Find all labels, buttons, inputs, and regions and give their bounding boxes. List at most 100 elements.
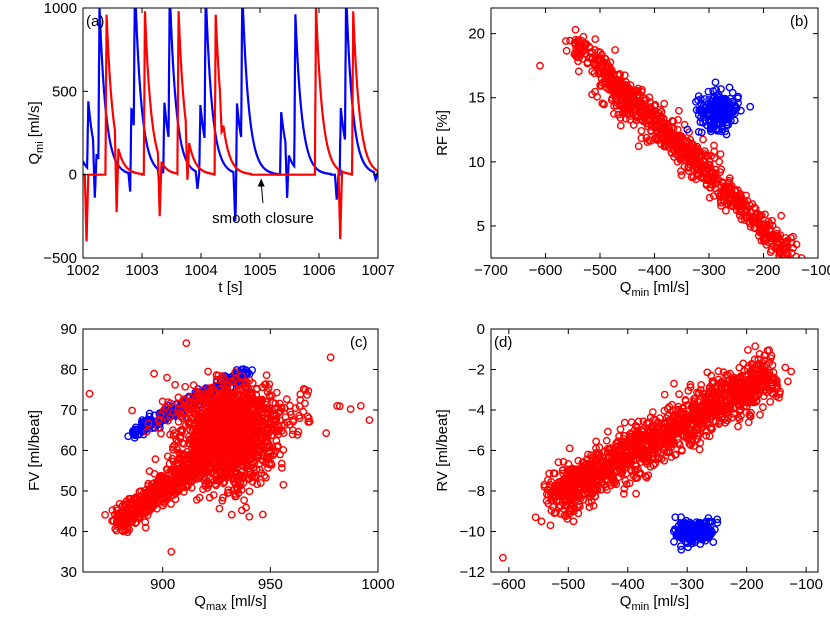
point-red bbox=[214, 418, 223, 426]
point-red bbox=[279, 480, 288, 489]
point-red bbox=[694, 431, 703, 440]
point-red bbox=[756, 410, 764, 419]
point-red bbox=[271, 415, 280, 424]
point-red bbox=[219, 432, 228, 441]
point-red bbox=[281, 413, 290, 421]
point-red bbox=[734, 200, 743, 209]
point-red bbox=[155, 415, 164, 424]
point-red bbox=[262, 454, 271, 463]
point-red bbox=[262, 371, 271, 380]
point-blue bbox=[709, 106, 717, 115]
point-red bbox=[272, 388, 281, 397]
point-red bbox=[766, 397, 775, 406]
point-red bbox=[686, 135, 695, 144]
point-red bbox=[173, 445, 182, 454]
point-red bbox=[299, 407, 308, 416]
point-red bbox=[144, 419, 153, 428]
point-red bbox=[792, 252, 801, 258]
point-red bbox=[660, 99, 669, 108]
point-red bbox=[585, 503, 594, 511]
point-red bbox=[563, 465, 572, 474]
point-red bbox=[694, 153, 703, 162]
point-red bbox=[205, 493, 214, 502]
x-tick-label: 1002 bbox=[66, 262, 99, 279]
point-red bbox=[181, 382, 190, 391]
point-red bbox=[727, 196, 735, 205]
point-red bbox=[244, 474, 253, 483]
point-red bbox=[119, 514, 128, 523]
point-blue bbox=[725, 83, 734, 92]
point-red bbox=[198, 390, 207, 398]
point-red bbox=[591, 492, 599, 501]
series-line-red bbox=[83, 8, 378, 242]
point-red bbox=[677, 171, 686, 180]
point-red bbox=[212, 375, 221, 384]
point-red bbox=[294, 427, 303, 436]
point-red bbox=[128, 406, 137, 415]
point-red bbox=[212, 400, 221, 409]
point-red bbox=[151, 500, 160, 509]
point-red bbox=[143, 511, 152, 520]
point-red bbox=[161, 403, 170, 412]
point-red bbox=[765, 368, 774, 377]
point-red bbox=[604, 427, 612, 436]
x-tick-label: −200 bbox=[747, 262, 781, 279]
point-red bbox=[171, 380, 180, 389]
point-red bbox=[112, 517, 121, 526]
point-red bbox=[257, 433, 266, 442]
point-red bbox=[196, 422, 204, 431]
point-red bbox=[233, 415, 242, 424]
point-red bbox=[761, 236, 770, 245]
point-red bbox=[590, 486, 599, 495]
point-red bbox=[197, 453, 206, 462]
series-blue bbox=[683, 78, 755, 139]
point-red bbox=[786, 233, 795, 242]
point-red bbox=[775, 251, 783, 258]
point-red bbox=[304, 387, 313, 395]
point-red bbox=[673, 157, 682, 166]
point-red bbox=[639, 117, 647, 126]
point-red bbox=[737, 192, 746, 201]
point-red bbox=[645, 136, 653, 145]
point-red bbox=[189, 381, 198, 389]
y-axis-label-a: Qmi [ml/s] bbox=[26, 101, 46, 164]
point-red bbox=[217, 407, 226, 416]
point-red bbox=[194, 388, 203, 397]
point-red bbox=[227, 424, 236, 433]
point-red bbox=[167, 471, 176, 480]
point-red bbox=[259, 445, 268, 454]
point-red bbox=[616, 121, 625, 130]
point-red bbox=[593, 92, 601, 101]
point-red bbox=[673, 125, 682, 134]
point-red bbox=[637, 126, 646, 135]
point-red bbox=[662, 441, 671, 450]
annotation-smooth-closure: smooth closure bbox=[212, 210, 314, 227]
x-tick-label: 1005 bbox=[243, 262, 276, 279]
point-red bbox=[192, 495, 201, 504]
point-red bbox=[263, 388, 272, 396]
point-red bbox=[295, 411, 303, 420]
point-red bbox=[205, 426, 214, 434]
point-red bbox=[163, 373, 171, 382]
y-tick-label: 5 bbox=[477, 218, 485, 235]
point-blue bbox=[683, 125, 692, 134]
series-line-blue bbox=[83, 8, 378, 222]
point-red bbox=[277, 459, 286, 468]
point-red bbox=[744, 346, 752, 354]
point-red bbox=[585, 42, 593, 51]
point-red bbox=[172, 435, 181, 444]
point-red bbox=[631, 474, 640, 483]
point-red bbox=[668, 117, 677, 125]
point-red bbox=[249, 439, 258, 447]
point-red bbox=[220, 463, 228, 471]
x-axis-label-a: t [s] bbox=[218, 279, 242, 296]
point-red bbox=[155, 496, 164, 504]
x-tick-label: 1006 bbox=[302, 262, 335, 279]
point-red bbox=[232, 469, 241, 477]
point-red bbox=[556, 502, 565, 511]
point-red bbox=[592, 437, 600, 446]
point-red bbox=[268, 451, 277, 460]
point-red bbox=[774, 233, 782, 242]
point-red bbox=[621, 476, 630, 485]
point-blue bbox=[694, 96, 702, 105]
